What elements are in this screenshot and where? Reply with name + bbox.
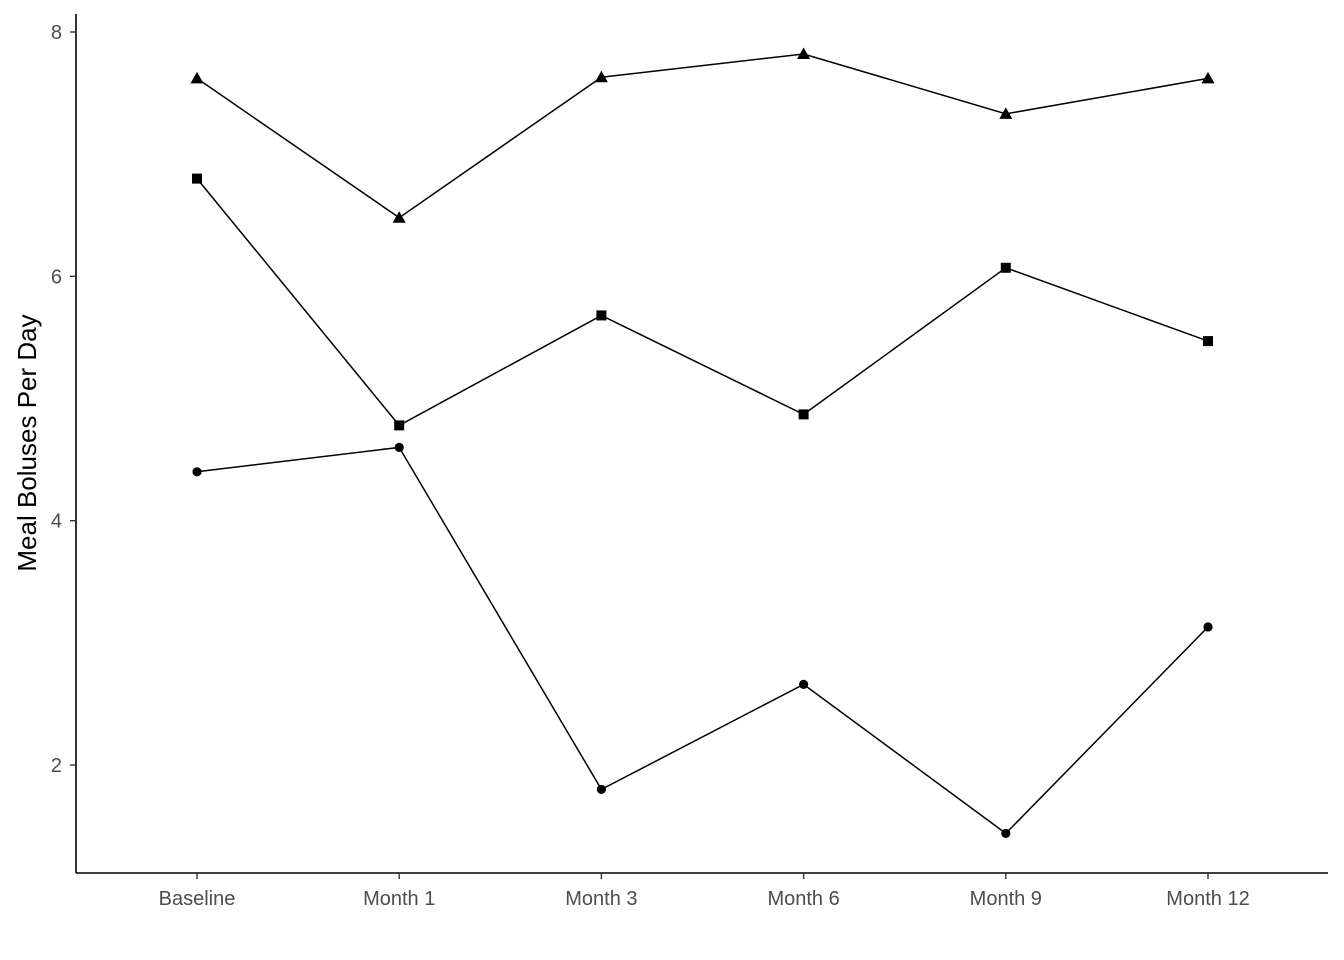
data-point	[798, 409, 809, 420]
data-point	[594, 70, 608, 83]
series-triangle	[190, 47, 1215, 223]
data-point	[192, 467, 202, 477]
series-group	[190, 47, 1215, 839]
axes	[75, 14, 1328, 874]
series-line	[196, 53, 1209, 219]
data-point	[596, 310, 607, 321]
data-point	[190, 71, 204, 84]
data-point	[192, 173, 202, 184]
x-tick-label: Month 9	[970, 888, 1042, 910]
data-point	[392, 211, 406, 223]
y-ticks: 2 4 6 8	[51, 22, 76, 777]
y-tick-label: 4	[51, 511, 62, 533]
x-tick-label: Month 12	[1166, 888, 1249, 910]
y-tick-label: 2	[51, 755, 62, 777]
y-tick-label: 6	[51, 266, 62, 288]
data-point	[596, 784, 607, 795]
data-point	[797, 47, 811, 59]
x-tick-label: Month 1	[363, 888, 435, 910]
series-square	[192, 173, 1213, 431]
series-line	[196, 178, 1209, 427]
data-point	[394, 442, 404, 452]
y-axis-title: Meal Boluses Per Day	[12, 314, 42, 571]
x-tick-label: Month 6	[767, 888, 839, 910]
y-tick-label: 8	[51, 22, 62, 44]
data-point	[1201, 71, 1215, 84]
data-point	[799, 679, 809, 689]
data-point	[999, 107, 1013, 119]
data-point	[1203, 622, 1213, 632]
series-line	[196, 446, 1209, 835]
x-tick-label: Month 3	[565, 888, 637, 910]
data-point	[1203, 336, 1213, 347]
series-circle	[192, 442, 1213, 839]
x-ticks: Baseline Month 1 Month 3 Month 6 Month 9 Mont…	[159, 873, 1250, 910]
data-point	[394, 420, 405, 431]
data-point	[1000, 262, 1011, 273]
data-point	[1001, 828, 1011, 839]
x-tick-label: Baseline	[159, 888, 236, 910]
